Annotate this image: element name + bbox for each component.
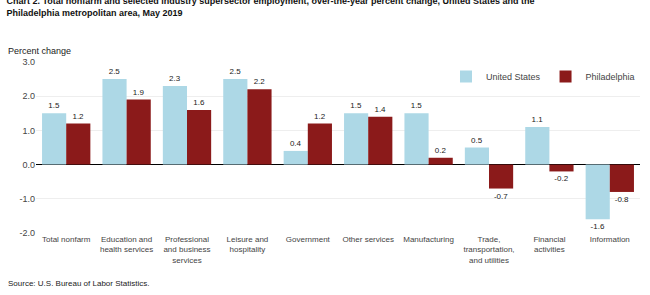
svg-text:1.4: 1.4 [374,105,386,114]
svg-text:-0.8: -0.8 [615,195,629,204]
svg-text:2.3: 2.3 [169,74,181,83]
svg-text:2.5: 2.5 [109,67,121,76]
svg-text:United States: United States [486,72,541,82]
svg-text:Chart 2. Total nonfarm and sel: Chart 2. Total nonfarm and selected indu… [7,0,535,18]
svg-text:1.9: 1.9 [133,88,145,97]
svg-text:-1.0: -1.0 [19,194,35,204]
svg-text:0.4: 0.4 [290,139,302,148]
svg-text:-0.7: -0.7 [494,192,508,201]
svg-text:1.6: 1.6 [193,98,205,107]
svg-text:-0.2: -0.2 [554,174,568,183]
svg-text:2.2: 2.2 [254,77,266,86]
svg-text:Percent change: Percent change [8,46,71,56]
svg-text:2.0: 2.0 [22,91,35,101]
svg-text:Philadelphia: Philadelphia [586,72,635,82]
svg-text:2.5: 2.5 [229,67,241,76]
svg-text:Professionaland businessservic: Professionaland businessservices [163,235,210,265]
svg-text:Information: Information [590,235,630,244]
svg-text:1.1: 1.1 [531,115,543,124]
svg-text:1.5: 1.5 [411,101,423,110]
svg-text:0.5: 0.5 [471,136,483,145]
svg-text:1.0: 1.0 [22,126,35,136]
svg-text:Trade,transportation,and utili: Trade,transportation,and utilities [463,235,514,265]
svg-text:0.2: 0.2 [435,146,447,155]
svg-text:3.0: 3.0 [22,57,35,67]
svg-text:Other services: Other services [342,235,394,244]
svg-text:0.0: 0.0 [22,160,35,170]
svg-text:Total nonfarm: Total nonfarm [42,235,91,244]
svg-text:Education andhealth services: Education andhealth services [100,235,153,254]
svg-text:1.5: 1.5 [350,101,362,110]
svg-text:Leisure andhospitality: Leisure andhospitality [226,235,268,254]
svg-text:Government: Government [286,235,331,244]
svg-text:1.5: 1.5 [48,101,60,110]
svg-text:Source: U.S. Bureau of Labor S: Source: U.S. Bureau of Labor Statistics. [8,279,149,288]
svg-text:Financialactivities: Financialactivities [533,235,565,254]
svg-text:Manufacturing: Manufacturing [403,235,454,244]
svg-text:-1.6: -1.6 [591,222,605,231]
svg-text:-2.0: -2.0 [19,228,35,238]
svg-text:1.2: 1.2 [72,112,84,121]
svg-text:1.2: 1.2 [314,112,326,121]
